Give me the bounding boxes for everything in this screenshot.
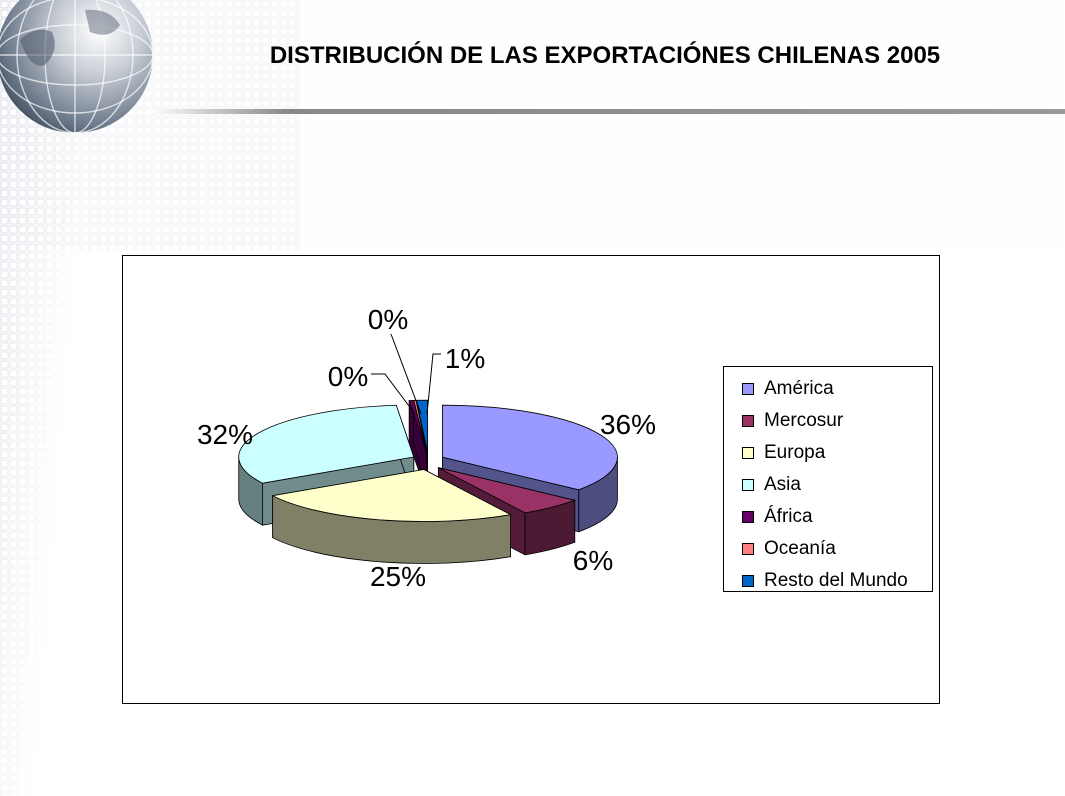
title-divider xyxy=(150,109,1065,114)
data-label-am-rica: 36% xyxy=(600,409,656,440)
legend-label: Asia xyxy=(764,474,801,495)
legend-item-asia: Asia xyxy=(742,469,932,501)
data-label-mercosur: 6% xyxy=(573,545,613,576)
pie-slice-mercosur-top xyxy=(438,467,577,514)
pie-slice-am-rica-top xyxy=(442,404,618,491)
legend-item-mercosur: Mercosur xyxy=(742,405,932,437)
pie-slice--frica-top xyxy=(408,399,427,453)
pie-tops xyxy=(238,399,618,522)
data-label-asia: 32% xyxy=(197,419,253,450)
legend-label: Resto del Mundo xyxy=(764,570,908,591)
slide-title: DISTRIBUCIÓN DE LAS EXPORTACIÓNES CHILEN… xyxy=(269,42,941,69)
legend-item-europa: Europa xyxy=(742,437,932,469)
legend-item-ocean-a: Oceanía xyxy=(742,533,932,565)
legend-label: África xyxy=(764,506,813,527)
pie-slice-europa-top xyxy=(271,469,512,522)
legend-swatch xyxy=(742,383,754,395)
legend-label: América xyxy=(764,378,834,399)
legend-item-resto-del-mundo: Resto del Mundo xyxy=(742,565,932,597)
data-label-europa: 25% xyxy=(370,561,426,592)
legend-swatch xyxy=(742,575,754,587)
legend-item-am-rica: América xyxy=(742,373,932,405)
leader-line-6 xyxy=(426,353,441,415)
leader-line-5 xyxy=(390,333,422,415)
legend-swatch xyxy=(742,543,754,555)
chart-legend: América Mercosur Europa Asia África Oceanía Re… xyxy=(723,366,933,592)
data-label-resto-del-mundo: 1% xyxy=(445,343,485,374)
data-label-ocean-a: 0% xyxy=(368,304,408,335)
pie-labels: 36% 6% 25% 32% 0%0% 1% xyxy=(197,304,656,592)
pie-chart: 36% 6% 25% 32% 0%0% 1% xyxy=(197,304,656,592)
legend-item--frica: África xyxy=(742,501,932,533)
legend-label: Mercosur xyxy=(764,410,844,431)
legend-label: Europa xyxy=(764,442,826,463)
legend-swatch xyxy=(742,415,754,427)
legend-swatch xyxy=(742,511,754,523)
pie-slice-resto-del-mundo-top xyxy=(416,399,428,453)
legend-swatch xyxy=(742,447,754,459)
data-label--frica: 0% xyxy=(328,361,368,392)
legend-swatch xyxy=(742,479,754,491)
chart-area: 36% 6% 25% 32% 0% 0% 1% América Mercosur Europa A… xyxy=(122,255,940,704)
globe-icon xyxy=(0,0,154,134)
legend-label: Oceanía xyxy=(764,538,836,559)
pie-slice-asia-top xyxy=(238,404,415,484)
leader-line-4 xyxy=(371,373,416,415)
